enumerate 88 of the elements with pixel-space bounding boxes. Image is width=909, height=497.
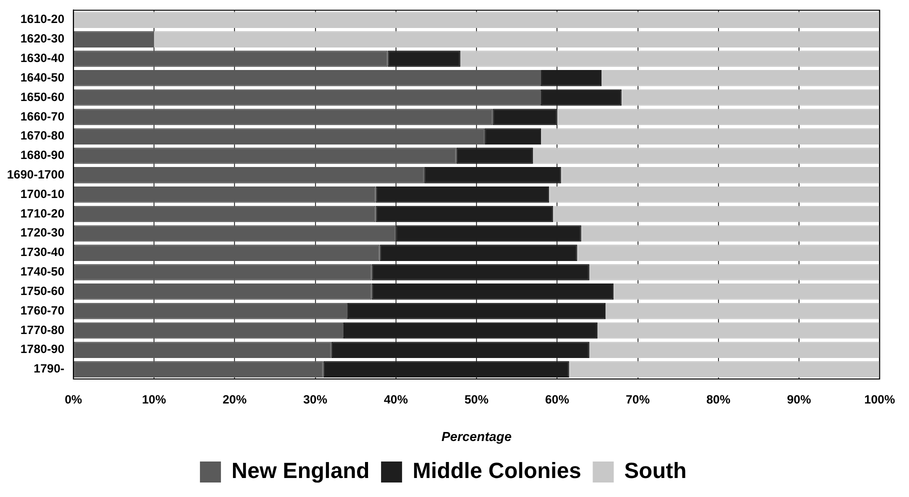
bar xyxy=(380,244,578,261)
bar xyxy=(74,322,344,339)
y-tick-label: 1660-70 xyxy=(20,109,65,124)
y-tick-label: 1790- xyxy=(34,362,64,376)
bar xyxy=(372,264,590,280)
bar xyxy=(74,342,332,358)
x-tick-label: 0% xyxy=(64,392,82,407)
y-tick-label: 1720-30 xyxy=(20,226,65,240)
bar xyxy=(541,89,622,106)
bar xyxy=(376,186,550,203)
y-tick-label: 1740-50 xyxy=(20,264,65,279)
bar xyxy=(74,89,542,106)
bar xyxy=(561,167,880,184)
bar xyxy=(549,186,880,203)
y-tick-label: 1670-80 xyxy=(20,128,65,143)
y-tick-label: 1770-80 xyxy=(20,322,65,337)
legend-label: South xyxy=(624,458,687,484)
bar xyxy=(606,302,880,320)
bar xyxy=(376,206,554,222)
bar xyxy=(74,206,376,222)
bar xyxy=(532,148,880,164)
x-tick-label: 10% xyxy=(142,392,166,407)
x-tick-label: 50% xyxy=(464,392,489,407)
x-tick-label: 90% xyxy=(787,392,812,407)
bar xyxy=(569,361,880,378)
bar xyxy=(622,89,880,106)
bar xyxy=(74,244,380,261)
bar xyxy=(396,225,582,242)
x-tick-label: 70% xyxy=(626,392,650,407)
x-tick-label: 40% xyxy=(384,392,408,407)
y-tick-label: 1780-90 xyxy=(20,342,65,356)
bar xyxy=(577,244,880,261)
y-tick-label: 1680-90 xyxy=(20,148,65,162)
y-tick-label: 1650-60 xyxy=(20,90,65,104)
bar xyxy=(597,322,880,339)
y-tick-label: 1610-20 xyxy=(20,12,65,26)
bar xyxy=(484,128,542,145)
bar xyxy=(581,225,880,242)
bar xyxy=(74,361,324,378)
x-tick-label: 60% xyxy=(545,392,570,407)
y-tick-label: 1710-20 xyxy=(20,206,65,220)
bar xyxy=(154,31,880,48)
legend-label: Middle Colonies xyxy=(412,458,582,484)
bar xyxy=(553,206,880,222)
x-tick-label: 100% xyxy=(864,392,896,407)
bar xyxy=(74,108,493,126)
bar xyxy=(460,50,880,67)
bar xyxy=(388,50,460,67)
bar xyxy=(343,322,598,339)
y-tick-label: 1700-10 xyxy=(20,186,65,201)
bar xyxy=(74,12,880,28)
bar xyxy=(74,148,456,164)
y-tick-label: 1690-1700 xyxy=(6,168,65,182)
bar xyxy=(74,186,376,203)
bar xyxy=(424,167,562,184)
bar xyxy=(74,128,485,145)
legend-label: New England xyxy=(231,458,370,484)
bar xyxy=(323,361,570,378)
bar xyxy=(541,70,602,86)
bar xyxy=(372,284,614,300)
bar xyxy=(74,225,396,242)
x-tick-label: 30% xyxy=(303,392,328,407)
bar xyxy=(492,108,558,126)
y-tick-label: 1630-40 xyxy=(20,51,65,66)
bar xyxy=(74,264,372,280)
bar xyxy=(74,284,372,300)
bar xyxy=(614,284,880,300)
bar xyxy=(74,302,348,320)
bar xyxy=(74,50,388,67)
x-axis-title: Percentage xyxy=(441,428,512,444)
bar xyxy=(456,148,533,164)
bar xyxy=(557,108,880,126)
y-tick-label: 1760-70 xyxy=(20,303,65,318)
y-tick-label: 1730-40 xyxy=(20,245,65,260)
bar xyxy=(348,302,606,320)
y-tick-label: 1640-50 xyxy=(20,70,65,84)
y-tick-label: 1750-60 xyxy=(20,284,65,298)
y-tick-label: 1620-30 xyxy=(20,32,65,46)
bar xyxy=(74,31,154,48)
bar xyxy=(74,167,424,184)
bar xyxy=(331,342,590,358)
bar xyxy=(601,70,880,86)
bar xyxy=(74,70,542,86)
x-tick-label: 20% xyxy=(222,392,247,407)
bar xyxy=(589,342,880,358)
bar xyxy=(589,264,880,280)
x-tick-label: 80% xyxy=(706,392,731,407)
bar xyxy=(541,128,880,145)
